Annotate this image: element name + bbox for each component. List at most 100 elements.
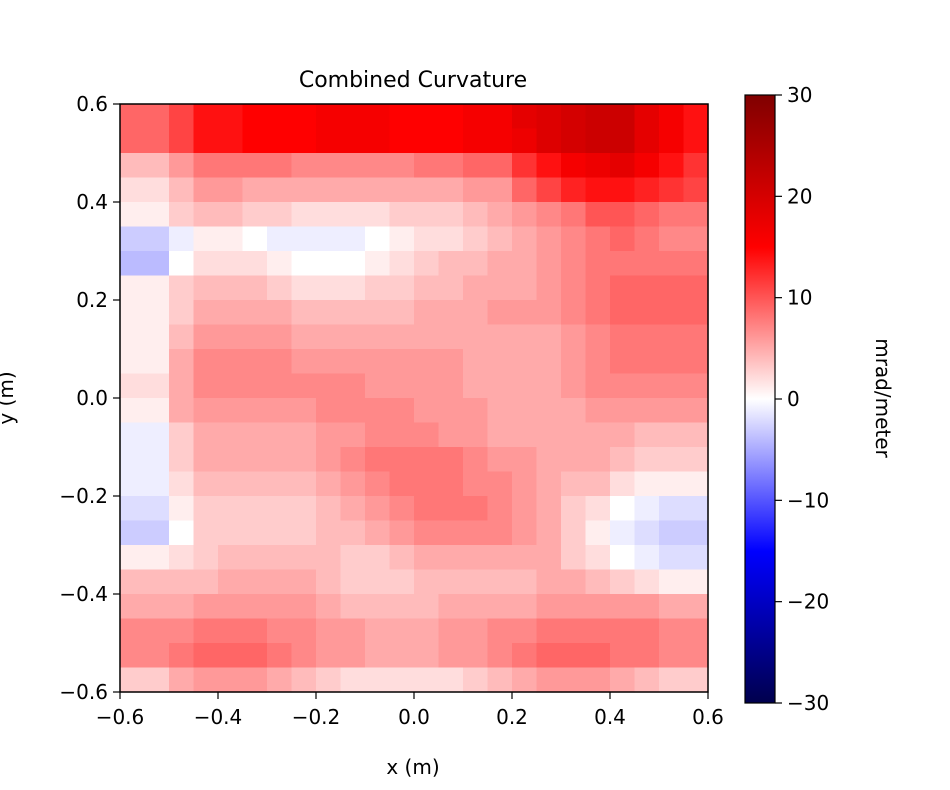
- heatmap-cell: [193, 324, 219, 350]
- colorbar-tick-label: −20: [787, 590, 829, 614]
- heatmap-cell: [144, 128, 170, 154]
- heatmap-cell: [659, 104, 685, 130]
- heatmap-cell: [634, 202, 660, 228]
- heatmap-cell: [438, 128, 464, 154]
- heatmap-cell: [536, 422, 562, 448]
- heatmap-cell: [365, 667, 391, 693]
- heatmap-cell: [683, 569, 709, 595]
- heatmap-cell: [585, 153, 611, 179]
- heatmap-cell: [512, 128, 538, 154]
- heatmap-cell: [463, 177, 489, 203]
- heatmap-cell: [218, 349, 244, 375]
- heatmap-cell: [267, 104, 293, 130]
- y-axis-ticks: −0.6 −0.4 −0.2 0.0 0.2 0.4 0.6: [59, 92, 120, 704]
- heatmap-cell: [242, 618, 268, 644]
- heatmap-cell: [414, 594, 440, 620]
- heatmap-cell: [267, 398, 293, 424]
- heatmap-cell: [316, 545, 342, 571]
- heatmap-cell: [536, 447, 562, 473]
- heatmap-cell: [267, 520, 293, 546]
- heatmap-cell: [610, 594, 636, 620]
- heatmap-cell: [561, 643, 587, 669]
- heatmap-cell: [683, 447, 709, 473]
- heatmap-cell: [634, 153, 660, 179]
- heatmap-cell: [316, 373, 342, 399]
- heatmap-cell: [144, 618, 170, 644]
- heatmap-cell: [291, 373, 317, 399]
- heatmap-cell: [291, 618, 317, 644]
- heatmap-cell: [683, 667, 709, 693]
- heatmap-cell: [683, 153, 709, 179]
- heatmap-cell: [365, 471, 391, 497]
- heatmap-cell: [512, 545, 538, 571]
- heatmap-cell: [316, 251, 342, 277]
- x-tick-label: 0.6: [692, 705, 724, 729]
- heatmap-cell: [536, 300, 562, 326]
- heatmap-cell: [634, 569, 660, 595]
- heatmap-cell: [120, 667, 146, 693]
- heatmap-cell: [683, 594, 709, 620]
- heatmap-cell: [340, 251, 366, 277]
- colorbar-tick-label: 10: [787, 286, 812, 310]
- heatmap-cell: [438, 422, 464, 448]
- heatmap-cell: [218, 667, 244, 693]
- heatmap-cell: [438, 569, 464, 595]
- heatmap-cell: [561, 667, 587, 693]
- heatmap-cell: [414, 618, 440, 644]
- heatmap-cell: [487, 398, 513, 424]
- heatmap-cell: [242, 251, 268, 277]
- heatmap-cell: [634, 545, 660, 571]
- heatmap-cell: [169, 447, 195, 473]
- heatmap-cell: [634, 373, 660, 399]
- heatmap-cell: [193, 251, 219, 277]
- heatmap-cell: [267, 643, 293, 669]
- heatmap-cell: [144, 373, 170, 399]
- heatmap-cell: [585, 422, 611, 448]
- heatmap-cell: [659, 545, 685, 571]
- heatmap-cell: [144, 177, 170, 203]
- heatmap-cell: [291, 349, 317, 375]
- heatmap-cell: [438, 373, 464, 399]
- heatmap-cell: [561, 202, 587, 228]
- heatmap-cell: [316, 618, 342, 644]
- heatmap-cell: [169, 545, 195, 571]
- heatmap-cell: [634, 496, 660, 522]
- heatmap-cell: [340, 398, 366, 424]
- heatmap-cell: [536, 520, 562, 546]
- heatmap-cell: [144, 496, 170, 522]
- heatmap-cell: [561, 398, 587, 424]
- heatmap-cell: [438, 471, 464, 497]
- heatmap-cell: [414, 667, 440, 693]
- heatmap-cell: [267, 667, 293, 693]
- heatmap-cell: [585, 643, 611, 669]
- heatmap-cell: [659, 349, 685, 375]
- heatmap-cell: [389, 373, 415, 399]
- heatmap-cell: [193, 202, 219, 228]
- heatmap-cell: [487, 300, 513, 326]
- heatmap-cell: [169, 643, 195, 669]
- heatmap-cell: [389, 275, 415, 301]
- heatmap-cell: [242, 349, 268, 375]
- heatmap-cell: [414, 545, 440, 571]
- heatmap-cell: [365, 349, 391, 375]
- heatmap-cell: [512, 471, 538, 497]
- heatmap-cell: [193, 300, 219, 326]
- heatmap-cell: [291, 496, 317, 522]
- heatmap-cell: [585, 373, 611, 399]
- heatmap-cell: [561, 618, 587, 644]
- heatmap-cell: [463, 545, 489, 571]
- heatmap-cell: [463, 447, 489, 473]
- heatmap-cell: [291, 545, 317, 571]
- heatmap-cell: [120, 324, 146, 350]
- heatmap-cell: [659, 422, 685, 448]
- heatmap-cell: [340, 496, 366, 522]
- heatmap-cell: [169, 275, 195, 301]
- heatmap-cell: [585, 177, 611, 203]
- heatmap-cell: [340, 667, 366, 693]
- heatmap-cell: [463, 324, 489, 350]
- heatmap-cell: [291, 104, 317, 130]
- heatmap-cell: [365, 202, 391, 228]
- heatmap-cell: [218, 520, 244, 546]
- heatmap-cell: [389, 349, 415, 375]
